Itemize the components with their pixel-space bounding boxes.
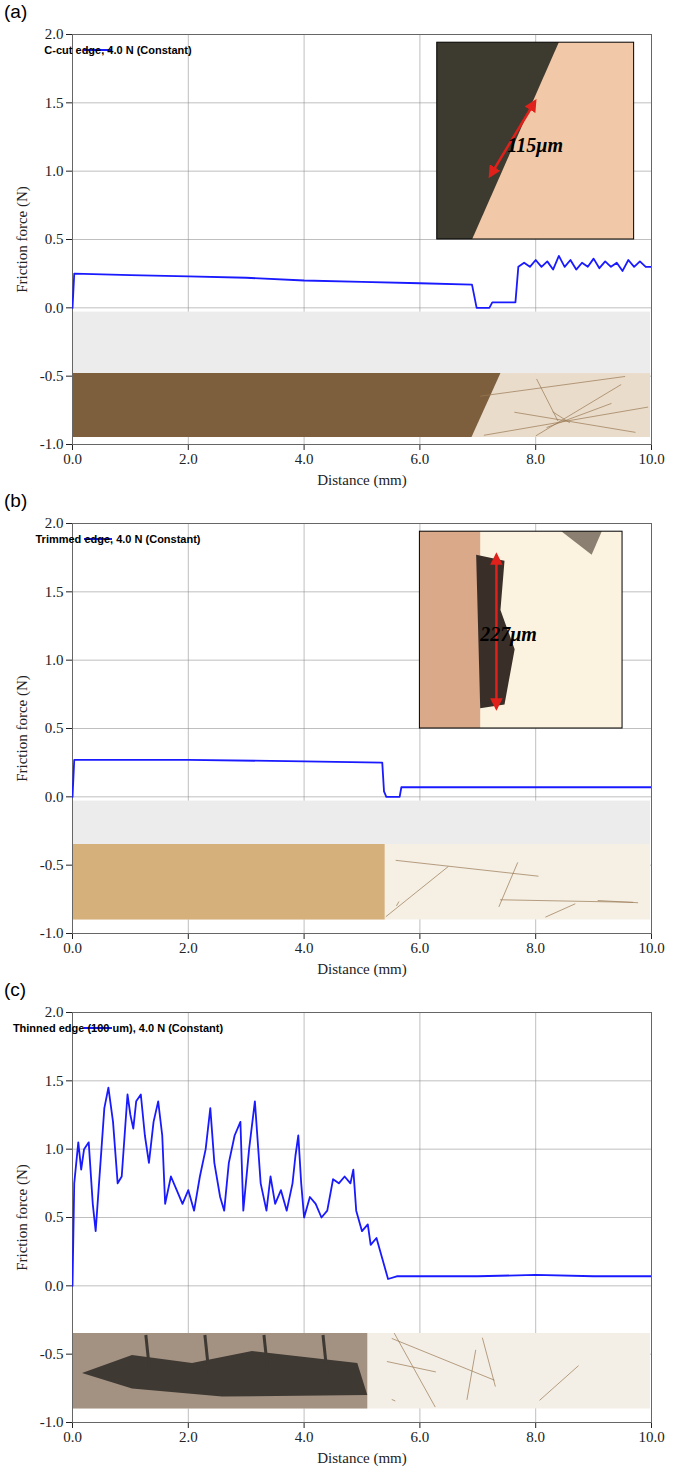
svg-text:1.0: 1.0: [45, 163, 64, 179]
svg-text:2.0: 2.0: [45, 1004, 64, 1020]
svg-text:Distance (mm): Distance (mm): [317, 1450, 407, 1467]
svg-text:0.0: 0.0: [45, 1278, 64, 1294]
svg-text:2.0: 2.0: [179, 940, 198, 956]
html-text:(c): (c): [4, 979, 27, 1000]
svg-text:0.0: 0.0: [45, 300, 64, 316]
svg-text:-0.5: -0.5: [40, 857, 64, 873]
svg-text:6.0: 6.0: [411, 451, 430, 467]
svg-text:-0.5: -0.5: [40, 368, 64, 384]
svg-text:0.0: 0.0: [63, 940, 82, 956]
svg-text:4.0: 4.0: [295, 1429, 314, 1445]
svg-text:Thinned edge (100 um), 4.0 N (: Thinned edge (100 um), 4.0 N (Constant): [13, 1022, 224, 1034]
svg-text:6.0: 6.0: [411, 940, 430, 956]
svg-text:Friction force (N): Friction force (N): [14, 675, 31, 782]
svg-text:227μm: 227μm: [479, 623, 537, 646]
svg-text:Distance (mm): Distance (mm): [317, 961, 407, 978]
svg-text:-1.0: -1.0: [40, 925, 64, 941]
svg-text:Distance (mm): Distance (mm): [317, 472, 407, 489]
svg-text:0.5: 0.5: [45, 1209, 64, 1225]
svg-text:8.0: 8.0: [526, 451, 545, 467]
svg-text:2.0: 2.0: [45, 515, 64, 531]
svg-text:0.0: 0.0: [45, 789, 64, 805]
svg-text:0.0: 0.0: [63, 451, 82, 467]
svg-text:8.0: 8.0: [526, 940, 545, 956]
svg-text:-1.0: -1.0: [40, 436, 64, 452]
svg-text:1.5: 1.5: [45, 1073, 64, 1089]
svg-text:2.0: 2.0: [179, 1429, 198, 1445]
svg-text:10.0: 10.0: [638, 1429, 664, 1445]
svg-text:1.0: 1.0: [45, 652, 64, 668]
svg-text:10.0: 10.0: [638, 451, 664, 467]
html-text:(a): (a): [4, 1, 28, 22]
svg-text:1.0: 1.0: [45, 1141, 64, 1157]
svg-text:4.0: 4.0: [295, 940, 314, 956]
svg-text:2.0: 2.0: [45, 26, 64, 42]
svg-text:6.0: 6.0: [411, 1429, 430, 1445]
svg-text:0.5: 0.5: [45, 720, 64, 736]
svg-text:Trimmed edge, 4.0 N (Constant): Trimmed edge, 4.0 N (Constant): [35, 533, 200, 545]
svg-text:1.5: 1.5: [45, 584, 64, 600]
svg-text:C-cut edge, 4.0 N (Constant): C-cut edge, 4.0 N (Constant): [44, 44, 192, 56]
svg-text:10.0: 10.0: [638, 940, 664, 956]
svg-text:2.0: 2.0: [179, 451, 198, 467]
svg-text:0.0: 0.0: [63, 1429, 82, 1445]
svg-text:Friction force (N): Friction force (N): [14, 1164, 31, 1271]
html-text:(b): (b): [4, 490, 28, 511]
svg-text:8.0: 8.0: [526, 1429, 545, 1445]
svg-text:0.5: 0.5: [45, 231, 64, 247]
svg-text:-1.0: -1.0: [40, 1414, 64, 1430]
svg-text:1.5: 1.5: [45, 95, 64, 111]
svg-text:115μm: 115μm: [507, 134, 563, 157]
svg-text:4.0: 4.0: [295, 451, 314, 467]
svg-text:-0.5: -0.5: [40, 1346, 64, 1362]
svg-text:Friction force (N): Friction force (N): [14, 186, 31, 293]
